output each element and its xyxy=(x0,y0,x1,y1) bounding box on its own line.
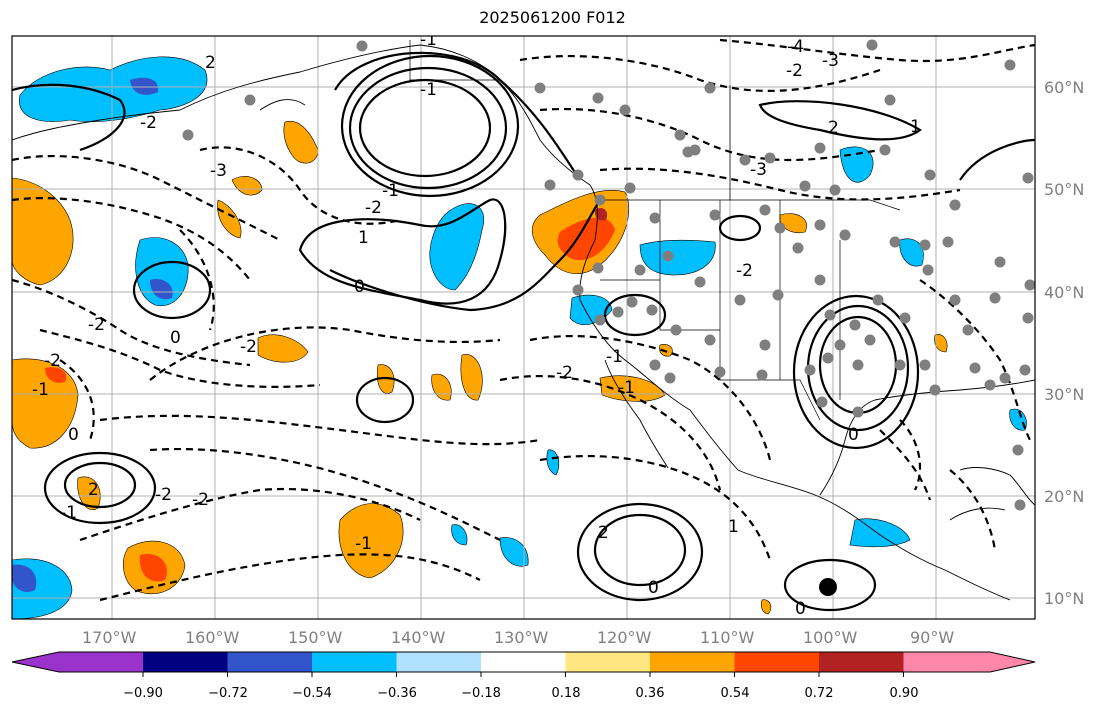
lon-label: 100°W xyxy=(803,628,858,647)
lon-label: 130°W xyxy=(494,628,549,647)
colorbar-tick: −0.90 xyxy=(123,686,163,701)
svg-text:-2: -2 xyxy=(155,485,172,505)
svg-text:-1: -1 xyxy=(618,378,635,398)
shade-blue-nw xyxy=(19,56,208,122)
svg-text:-2: -2 xyxy=(736,261,753,281)
lat-label: 60°N xyxy=(1044,78,1084,97)
colorbar-extend-low xyxy=(12,652,59,672)
colorbar-segment xyxy=(143,652,228,672)
colorbar-segment xyxy=(903,652,990,672)
svg-text:0: 0 xyxy=(354,277,365,297)
svg-text:-3: -3 xyxy=(210,161,227,181)
shade-orange-w1 xyxy=(12,177,74,286)
lon-label: 150°W xyxy=(288,628,343,647)
svg-text:-2: -2 xyxy=(240,337,257,357)
svg-text:2: 2 xyxy=(598,523,609,543)
colorbar xyxy=(11,651,1036,677)
svg-text:-3: -3 xyxy=(822,51,839,71)
colorbar-segment xyxy=(481,652,566,672)
colorbar-segment xyxy=(650,652,735,672)
colorbar-segment xyxy=(734,652,820,672)
colorbar-tick: 0.36 xyxy=(636,686,665,701)
svg-text:-4: -4 xyxy=(787,37,804,57)
colorbar-segment xyxy=(565,652,651,672)
colorbar-segment xyxy=(227,652,313,672)
svg-text:-2: -2 xyxy=(88,315,105,335)
colorbar-segment xyxy=(819,652,904,672)
colorbar-tick: 0.72 xyxy=(805,686,834,701)
svg-text:1: 1 xyxy=(910,117,921,137)
svg-text:0: 0 xyxy=(68,425,79,445)
lat-label: 30°N xyxy=(1044,385,1084,404)
contour-labels: -4 -3 -2 -2 -1 0 1 -1 -2 -3 -2 -2 0 -1 -… xyxy=(32,30,921,619)
svg-text:-2: -2 xyxy=(365,198,382,218)
colorbar-ticks: −0.90 −0.72 −0.54 −0.36 −0.18 0.18 0.36 … xyxy=(123,686,918,701)
lon-label: 120°W xyxy=(597,628,652,647)
colorbar-segment xyxy=(312,652,397,672)
svg-text:0: 0 xyxy=(848,425,859,445)
svg-text:-2: -2 xyxy=(192,490,209,510)
svg-text:-2: -2 xyxy=(786,61,803,81)
svg-text:-1: -1 xyxy=(32,380,49,400)
lat-label: 10°N xyxy=(1044,589,1084,608)
coastlines xyxy=(12,44,1035,601)
svg-text:-2: -2 xyxy=(44,351,61,371)
lon-label: 170°W xyxy=(82,628,137,647)
svg-text:-1: -1 xyxy=(355,534,372,554)
colorbar-extend-high xyxy=(990,652,1035,672)
lon-label: 140°W xyxy=(391,628,446,647)
svg-text:0: 0 xyxy=(795,599,806,619)
svg-text:2: 2 xyxy=(88,480,99,500)
svg-text:0: 0 xyxy=(648,578,659,598)
svg-text:2: 2 xyxy=(205,53,216,73)
svg-text:-2: -2 xyxy=(556,363,573,383)
colorbar-tick: 0.18 xyxy=(552,686,581,701)
shade-blue-low xyxy=(135,237,189,307)
colorbar-segment xyxy=(59,652,143,672)
svg-text:-1: -1 xyxy=(420,30,437,50)
svg-text:-1: -1 xyxy=(60,503,77,523)
svg-text:-1: -1 xyxy=(420,80,437,100)
lat-label: 50°N xyxy=(1044,180,1084,199)
map-title: 2025061200 F012 xyxy=(479,8,626,27)
svg-text:-1: -1 xyxy=(382,181,399,201)
lat-label: 40°N xyxy=(1044,283,1084,302)
contours-negative xyxy=(12,38,1035,602)
colorbar-tick: 0.90 xyxy=(890,686,919,701)
colorbar-tick: −0.36 xyxy=(377,686,417,701)
svg-text:-3: -3 xyxy=(750,160,767,180)
colorbar-tick: −0.54 xyxy=(292,686,332,701)
lat-label: 20°N xyxy=(1044,487,1084,506)
svg-text:-1: -1 xyxy=(606,347,623,367)
colorbar-tick: 0.54 xyxy=(721,686,750,701)
svg-text:1: 1 xyxy=(728,517,739,537)
colorbar-segment xyxy=(396,652,482,672)
colorbar-tick: −0.18 xyxy=(461,686,501,701)
svg-text:2: 2 xyxy=(828,118,839,138)
station-dots xyxy=(182,39,1035,511)
longitude-labels: 170°W 160°W 150°W 140°W 130°W 120°W 110°… xyxy=(82,628,954,647)
latitude-labels: 60°N 50°N 40°N 30°N 20°N 10°N xyxy=(1044,78,1084,608)
lon-label: 90°W xyxy=(910,628,954,647)
marker-dot xyxy=(819,578,837,596)
svg-text:1: 1 xyxy=(358,228,369,248)
svg-text:0: 0 xyxy=(170,328,181,348)
gridlines xyxy=(12,36,1035,619)
colorbar-tick: −0.72 xyxy=(208,686,248,701)
lon-label: 160°W xyxy=(185,628,240,647)
contours-positive xyxy=(12,51,1035,612)
lon-label: 110°W xyxy=(700,628,755,647)
borders xyxy=(409,40,901,421)
svg-text:-2: -2 xyxy=(140,113,157,133)
colorbar-outline xyxy=(11,651,1036,673)
